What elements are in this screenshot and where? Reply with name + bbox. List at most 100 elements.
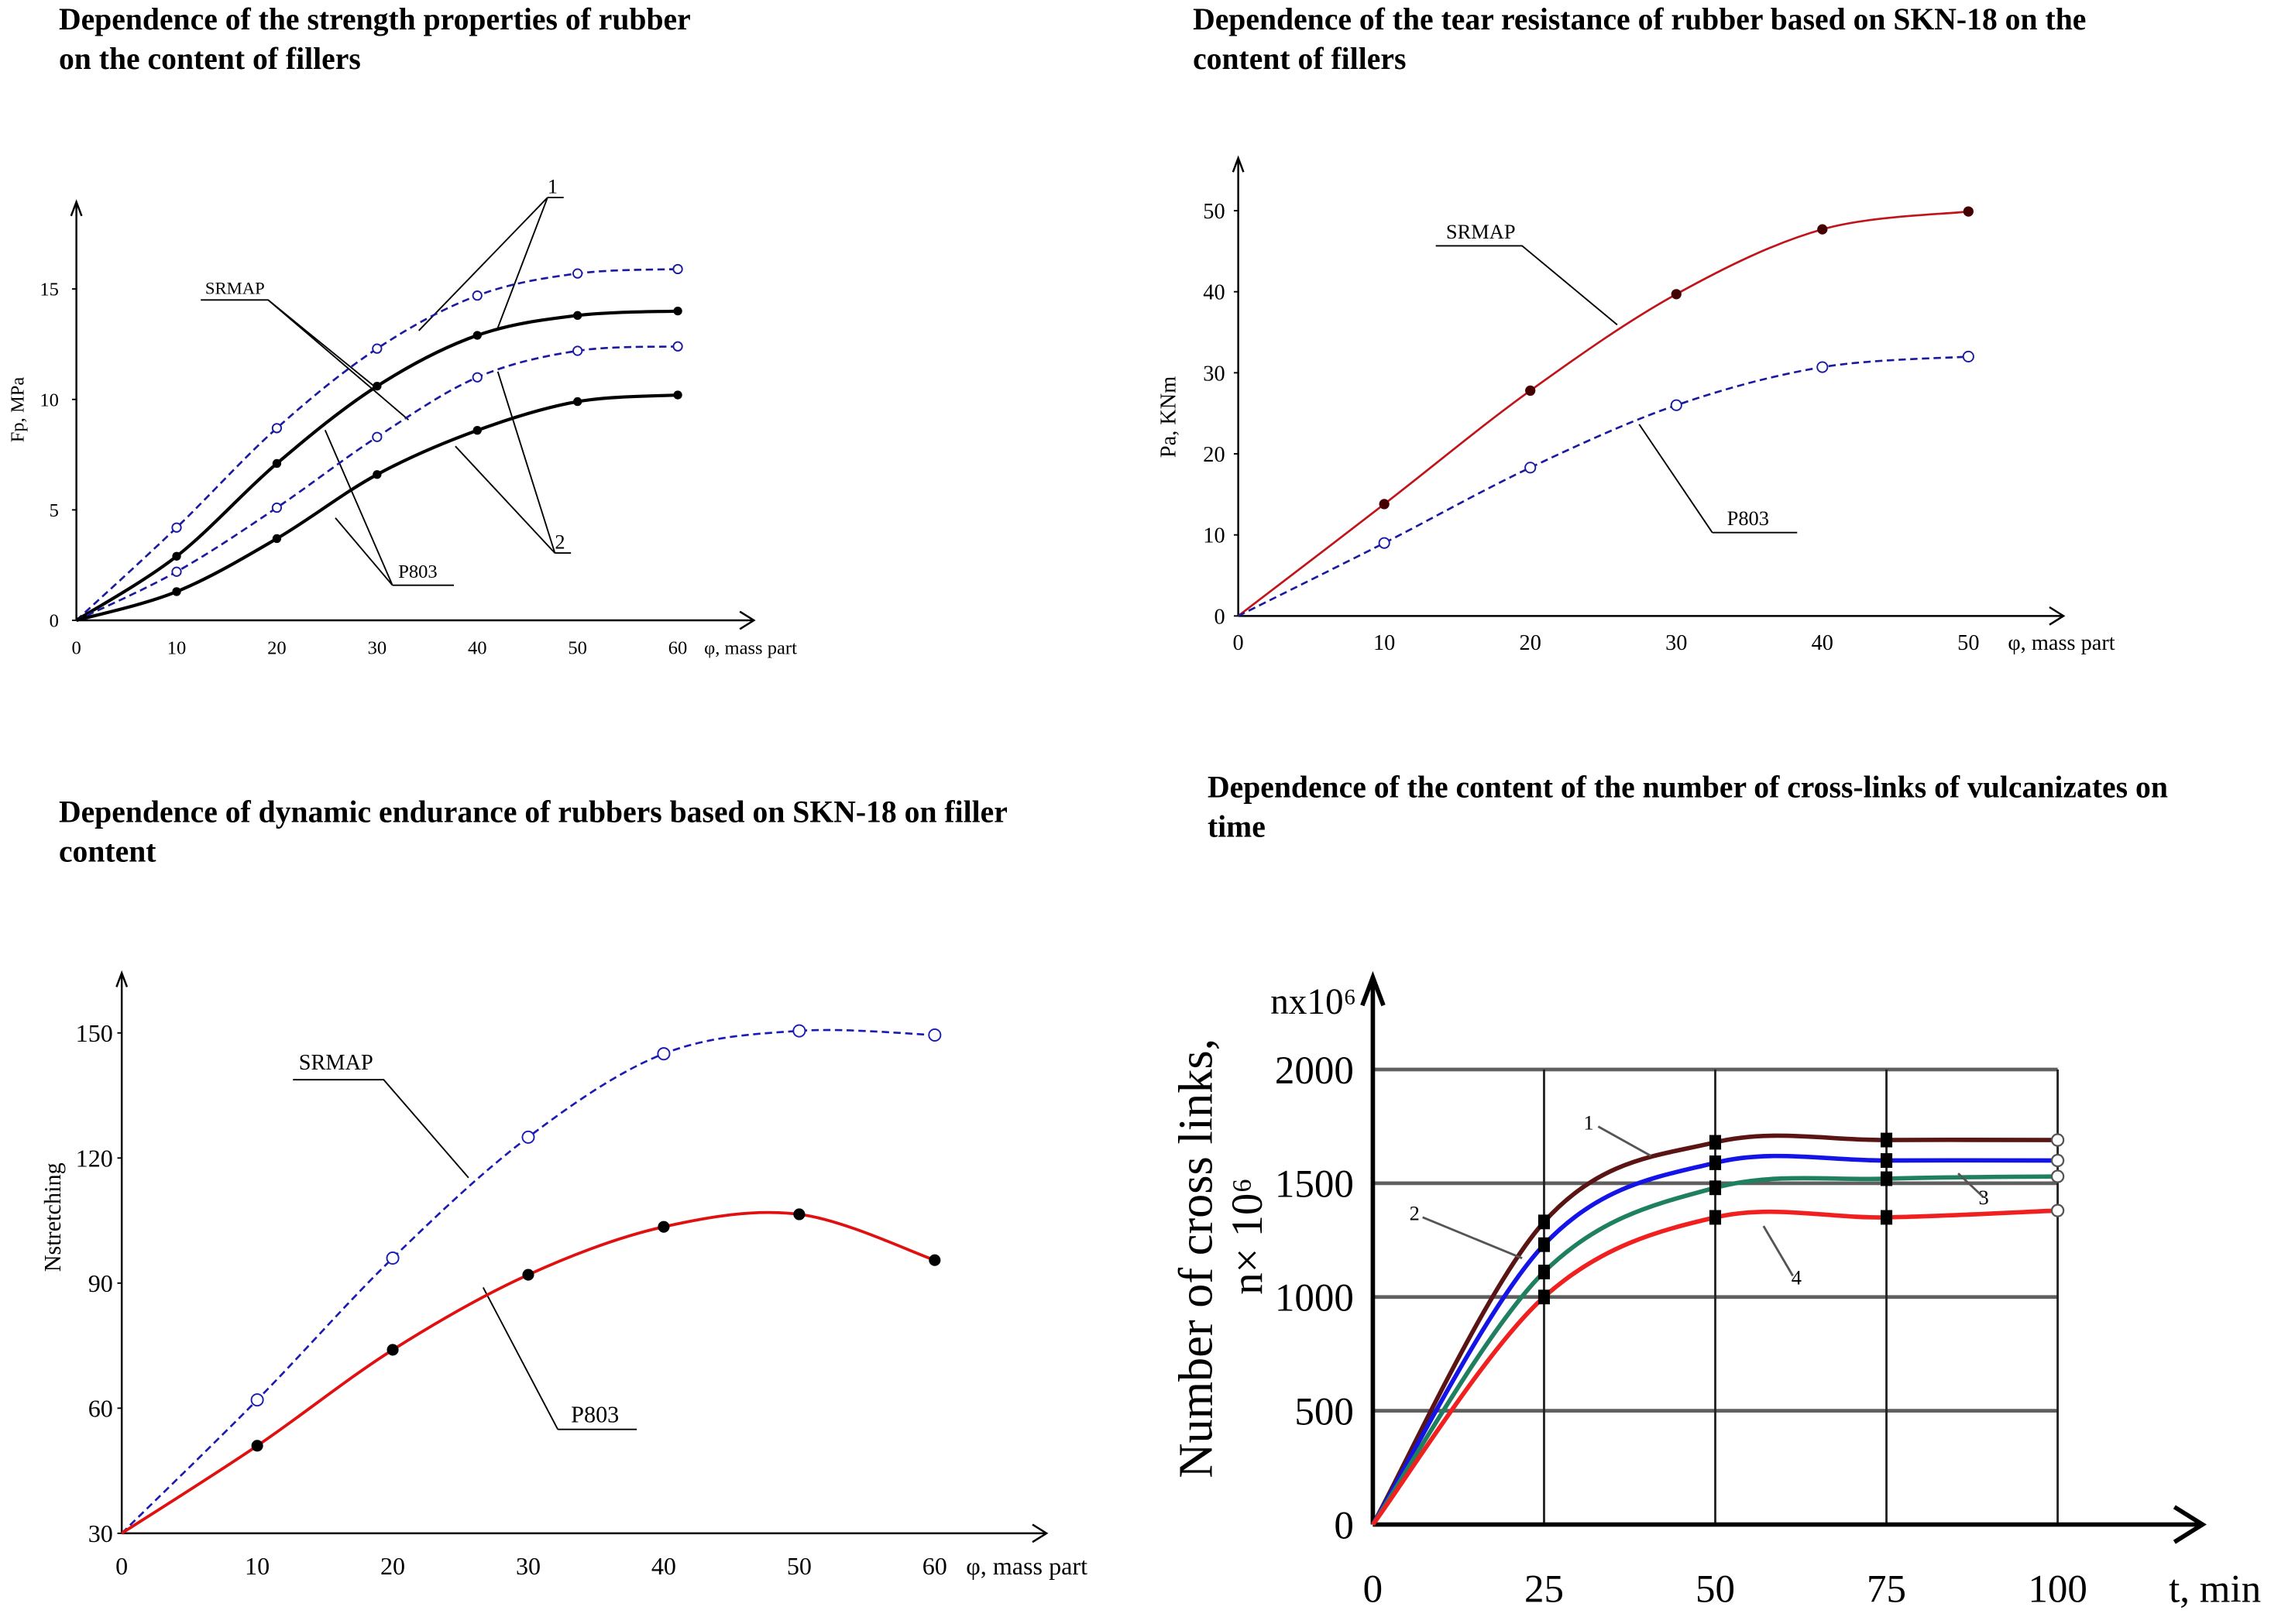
data-point (250, 1393, 264, 1407)
series-P803 (121, 1208, 941, 1535)
chart2-annotations (1435, 245, 1798, 534)
data-point (472, 331, 482, 340)
y-tick-label: 30 (1203, 362, 1225, 386)
x-tick-label: 20 (1520, 631, 1541, 655)
x-tick-label: 0 (1363, 1568, 1383, 1612)
y-tick-label: 20 (1203, 443, 1225, 467)
data-point (572, 311, 582, 321)
data-point (1379, 499, 1390, 510)
data-point (929, 1254, 941, 1266)
data-point (928, 1028, 942, 1042)
y-axis-arrow (1360, 970, 1386, 1007)
x-tick-label: 30 (368, 637, 387, 658)
chart4-title-line2: time (1208, 810, 1266, 844)
y-tick-label: 120 (76, 1145, 113, 1173)
series-2 (75, 306, 682, 622)
x-tick-label: 30 (516, 1552, 541, 1580)
data-point (1962, 350, 1974, 362)
data-point (272, 534, 282, 544)
data-point (172, 551, 181, 561)
chart4-title-line1: Dependence of the content of the number … (1208, 771, 2168, 805)
chart2-label-srmap: SRMAP (1446, 220, 1516, 243)
data-point (658, 1221, 670, 1233)
data-point (271, 423, 283, 434)
data-point (472, 372, 483, 383)
series-line (1238, 355, 1969, 617)
data-point (793, 1208, 806, 1221)
chart3-ylabel: Nstretching (40, 1162, 66, 1272)
data-point (2050, 1203, 2065, 1217)
data-point (2050, 1169, 2065, 1183)
chart1-plot: 0 10 20 30 40 50 60 0 5 10 15 (40, 199, 756, 658)
data-point (1880, 1210, 1893, 1225)
y-tick-label: 2000 (1275, 1049, 1354, 1093)
series-3 (76, 341, 683, 622)
data-point (1537, 1289, 1551, 1305)
x-tick-label: 10 (1373, 631, 1395, 655)
data-point (472, 290, 483, 301)
chart4-ylabel-line1: Number of cross links, (1170, 1039, 1223, 1478)
chart1-label-1: 1 (548, 174, 558, 197)
chart3-annotations (293, 1079, 637, 1430)
y-tick-label: 500 (1294, 1391, 1354, 1434)
data-point (1671, 289, 1682, 300)
x-tick-label: 100 (2028, 1568, 2087, 1612)
chart4-label-1: 1 (1583, 1111, 1593, 1134)
data-point (1709, 1135, 1722, 1150)
data-point (572, 268, 583, 279)
chart1-label-p803: P803 (398, 561, 437, 582)
chart1-ylabel: Fp, MPa (8, 377, 29, 443)
x-tick-label: 60 (668, 637, 688, 658)
x-tick-label: 10 (245, 1552, 270, 1580)
chart3-title-line1: Dependence of dynamic endurance of rubbe… (59, 795, 1008, 829)
data-point (2050, 1153, 2065, 1168)
data-point (1670, 399, 1682, 411)
data-point (171, 522, 182, 533)
data-point (373, 381, 382, 391)
data-point (1709, 1180, 1722, 1196)
data-point (373, 470, 382, 479)
data-point (792, 1024, 806, 1038)
chart4-y-unit: nx10⁶ (1270, 982, 1356, 1022)
x-tick-label: 20 (380, 1552, 405, 1580)
x-axis-arrow (739, 610, 756, 630)
series-SRMAP (1237, 206, 1974, 617)
data-point (1880, 1132, 1893, 1148)
data-point (657, 1047, 671, 1061)
data-point (1524, 462, 1537, 474)
data-point (271, 502, 283, 513)
x-tick-label: 50 (1695, 1568, 1735, 1612)
x-tick-label: 25 (1524, 1568, 1564, 1612)
data-point (372, 343, 383, 354)
x-tick-label: 0 (115, 1552, 128, 1580)
x-tick-label: 50 (1957, 631, 1979, 655)
chart2-plot: 0 10 20 30 40 50 0 10 20 30 40 50 (1203, 155, 2066, 655)
chart1-annotations (201, 197, 572, 586)
y-axis-arrow (115, 970, 129, 987)
x-tick-label: 30 (1665, 631, 1687, 655)
x-tick-label: 60 (922, 1552, 947, 1580)
chart2-ylabel: Pa, KNm (1156, 376, 1180, 458)
y-tick-label: 0 (1334, 1504, 1354, 1547)
data-point (1378, 537, 1390, 549)
series-line (121, 1028, 935, 1534)
chart4-label-2: 2 (1410, 1202, 1420, 1225)
x-tick-label: 40 (1812, 631, 1833, 655)
chart1-title-line1: Dependence of the strength properties of… (59, 2, 691, 36)
chart2-title-line2: content of fillers (1193, 42, 1406, 76)
series-line (75, 309, 679, 622)
chart4-annotations (1422, 1125, 1984, 1277)
x-tick-label: 40 (468, 637, 487, 658)
series-2 (1371, 1153, 2065, 1526)
data-point (1709, 1155, 1722, 1170)
data-point (1816, 361, 1829, 373)
y-tick-label: 1000 (1275, 1277, 1354, 1320)
series-line (1371, 1208, 2058, 1526)
y-tick-label: 60 (88, 1395, 113, 1423)
data-point (387, 1344, 399, 1356)
series-1 (1370, 1132, 2065, 1526)
data-point (522, 1269, 534, 1281)
y-tick-label: 90 (88, 1269, 113, 1297)
y-tick-label: 5 (50, 500, 59, 521)
data-point (672, 263, 683, 275)
